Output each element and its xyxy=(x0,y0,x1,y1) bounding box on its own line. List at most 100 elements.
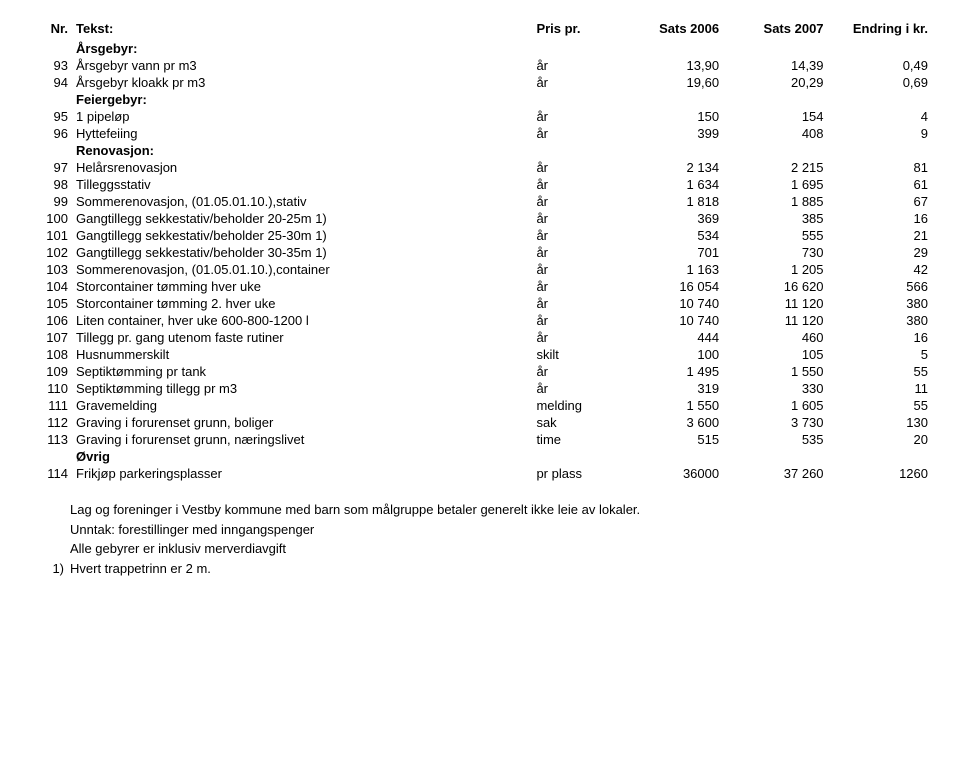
cell-s07: 330 xyxy=(721,380,825,397)
cell-s07: 37 260 xyxy=(721,465,825,482)
cell-s07: 1 205 xyxy=(721,261,825,278)
cell-endr: 61 xyxy=(826,176,930,193)
cell-nr: 111 xyxy=(30,397,70,414)
cell-s07: 11 120 xyxy=(721,312,825,329)
cell-enhet: år xyxy=(534,159,616,176)
table-row: 95 1 pipeløp år 150 154 4 xyxy=(30,108,930,125)
cell-s07: 105 xyxy=(721,346,825,363)
footnote-number: 1) xyxy=(30,559,70,579)
cell-s07: 11 120 xyxy=(721,295,825,312)
cell-tekst: Storcontainer tømming hver uke xyxy=(70,278,534,295)
cell-tekst: Tillegg pr. gang utenom faste rutiner xyxy=(70,329,534,346)
cell-s07: 2 215 xyxy=(721,159,825,176)
cell-s06: 19,60 xyxy=(617,74,721,91)
table-row: 104 Storcontainer tømming hver uke år 16… xyxy=(30,278,930,295)
cell-enhet: år xyxy=(534,295,616,312)
cell-nr: 95 xyxy=(30,108,70,125)
cell-s06: 1 818 xyxy=(617,193,721,210)
footnote-text: Hvert trappetrinn er 2 m. xyxy=(70,559,211,579)
cell-s06: 13,90 xyxy=(617,57,721,74)
cell-s07: 535 xyxy=(721,431,825,448)
cell-endr: 4 xyxy=(826,108,930,125)
cell-enhet: time xyxy=(534,431,616,448)
cell-nr: 99 xyxy=(30,193,70,210)
table-row: 112 Graving i forurenset grunn, boliger … xyxy=(30,414,930,431)
cell-tekst: Husnummerskilt xyxy=(70,346,534,363)
cell-s06: 3 600 xyxy=(617,414,721,431)
section-label: Feiergebyr: xyxy=(70,91,534,108)
cell-nr: 96 xyxy=(30,125,70,142)
section-label: Øvrig xyxy=(70,448,534,465)
cell-enhet: år xyxy=(534,193,616,210)
cell-s06: 100 xyxy=(617,346,721,363)
table-row: 103 Sommerenovasjon, (01.05.01.10.),cont… xyxy=(30,261,930,278)
cell-s06: 1 495 xyxy=(617,363,721,380)
cell-endr: 0,69 xyxy=(826,74,930,91)
cell-tekst: Septiktømming tillegg pr m3 xyxy=(70,380,534,397)
cell-endr: 29 xyxy=(826,244,930,261)
header-s07: Sats 2007 xyxy=(721,20,825,40)
cell-enhet: pr plass xyxy=(534,465,616,482)
cell-endr: 16 xyxy=(826,210,930,227)
cell-nr: 110 xyxy=(30,380,70,397)
cell-tekst: Gangtillegg sekkestativ/beholder 20-25m … xyxy=(70,210,534,227)
cell-enhet: år xyxy=(534,176,616,193)
cell-tekst: 1 pipeløp xyxy=(70,108,534,125)
cell-s07: 154 xyxy=(721,108,825,125)
cell-endr: 9 xyxy=(826,125,930,142)
cell-endr: 1260 xyxy=(826,465,930,482)
cell-enhet: år xyxy=(534,363,616,380)
table-row: 96 Hyttefeiing år 399 408 9 xyxy=(30,125,930,142)
cell-s07: 14,39 xyxy=(721,57,825,74)
cell-endr: 0,49 xyxy=(826,57,930,74)
table-row: 98 Tilleggsstativ år 1 634 1 695 61 xyxy=(30,176,930,193)
cell-tekst: Sommerenovasjon, (01.05.01.10.),containe… xyxy=(70,261,534,278)
cell-s06: 10 740 xyxy=(617,312,721,329)
cell-tekst: Liten container, hver uke 600-800-1200 l xyxy=(70,312,534,329)
cell-nr: 104 xyxy=(30,278,70,295)
cell-s07: 1 885 xyxy=(721,193,825,210)
cell-enhet: år xyxy=(534,125,616,142)
cell-enhet: skilt xyxy=(534,346,616,363)
cell-nr: 93 xyxy=(30,57,70,74)
footer-line-1: Lag og foreninger i Vestby kommune med b… xyxy=(70,500,640,520)
cell-enhet: år xyxy=(534,227,616,244)
cell-nr: 100 xyxy=(30,210,70,227)
cell-s06: 10 740 xyxy=(617,295,721,312)
cell-enhet: år xyxy=(534,329,616,346)
section-feiergebyr: Feiergebyr: xyxy=(30,91,930,108)
cell-nr: 105 xyxy=(30,295,70,312)
table-row: 108 Husnummerskilt skilt 100 105 5 xyxy=(30,346,930,363)
cell-s06: 369 xyxy=(617,210,721,227)
cell-s06: 399 xyxy=(617,125,721,142)
cell-tekst: Helårsrenovasjon xyxy=(70,159,534,176)
cell-endr: 16 xyxy=(826,329,930,346)
cell-nr: 106 xyxy=(30,312,70,329)
table-row: 110 Septiktømming tillegg pr m3 år 319 3… xyxy=(30,380,930,397)
cell-tekst: Gangtillegg sekkestativ/beholder 25-30m … xyxy=(70,227,534,244)
cell-s07: 1 550 xyxy=(721,363,825,380)
cell-tekst: Årsgebyr kloakk pr m3 xyxy=(70,74,534,91)
cell-endr: 130 xyxy=(826,414,930,431)
cell-s07: 555 xyxy=(721,227,825,244)
table-row: 107 Tillegg pr. gang utenom faste rutine… xyxy=(30,329,930,346)
cell-s07: 385 xyxy=(721,210,825,227)
cell-enhet: år xyxy=(534,108,616,125)
cell-tekst: Graving i forurenset grunn, boliger xyxy=(70,414,534,431)
cell-tekst: Frikjøp parkeringsplasser xyxy=(70,465,534,482)
cell-s07: 1 695 xyxy=(721,176,825,193)
table-row: 94 Årsgebyr kloakk pr m3 år 19,60 20,29 … xyxy=(30,74,930,91)
cell-nr: 109 xyxy=(30,363,70,380)
cell-enhet: år xyxy=(534,380,616,397)
cell-nr: 103 xyxy=(30,261,70,278)
table-row: 102 Gangtillegg sekkestativ/beholder 30-… xyxy=(30,244,930,261)
cell-tekst: Graving i forurenset grunn, næringslivet xyxy=(70,431,534,448)
cell-enhet: år xyxy=(534,244,616,261)
section-aarsgebyr: Årsgebyr: xyxy=(30,40,930,57)
cell-s06: 319 xyxy=(617,380,721,397)
table-row: 114 Frikjøp parkeringsplasser pr plass 3… xyxy=(30,465,930,482)
table-row: 100 Gangtillegg sekkestativ/beholder 20-… xyxy=(30,210,930,227)
cell-s07: 408 xyxy=(721,125,825,142)
cell-nr: 98 xyxy=(30,176,70,193)
footer-line-3: Alle gebyrer er inklusiv merverdiavgift xyxy=(70,539,286,559)
